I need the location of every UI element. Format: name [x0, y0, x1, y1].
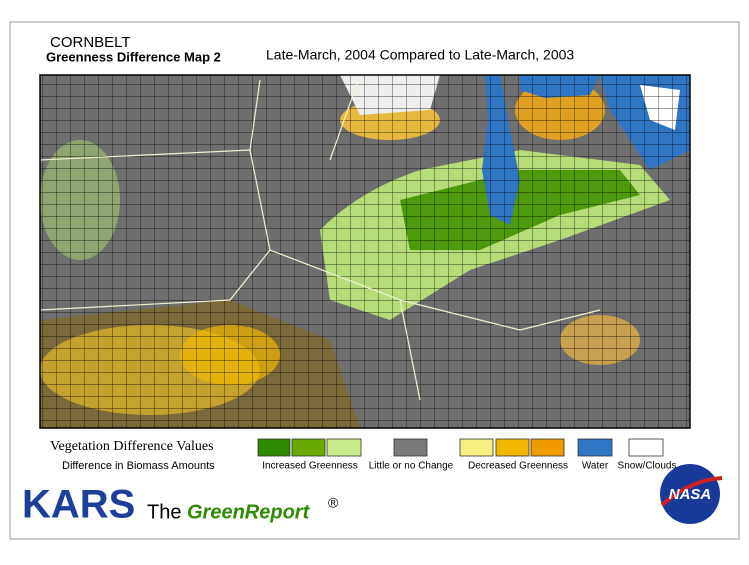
legend-subtitle: Difference in Biomass Amounts: [62, 460, 215, 472]
agency: NASA: [669, 486, 712, 503]
legend-label: Little or no Change: [369, 461, 454, 472]
title: Greenness Difference Map 2: [46, 49, 221, 64]
legend-label: Increased Greenness: [262, 461, 358, 472]
legend-label: Decreased Greenness: [468, 461, 568, 472]
legend-label: Snow/Clouds: [618, 461, 677, 472]
legend-title: Vegetation Difference Values: [50, 439, 214, 454]
legend-swatches: [257, 438, 664, 457]
legend-label: Water: [582, 461, 609, 472]
registered: ®: [328, 495, 339, 511]
brand: KARS: [22, 483, 135, 527]
comparison: Late-March, 2004 Compared to Late-March,…: [266, 47, 574, 63]
product: GreenReport: [187, 501, 311, 523]
region: CORNBELT: [50, 34, 131, 51]
map: [40, 75, 690, 428]
brand-the: The: [147, 501, 181, 523]
